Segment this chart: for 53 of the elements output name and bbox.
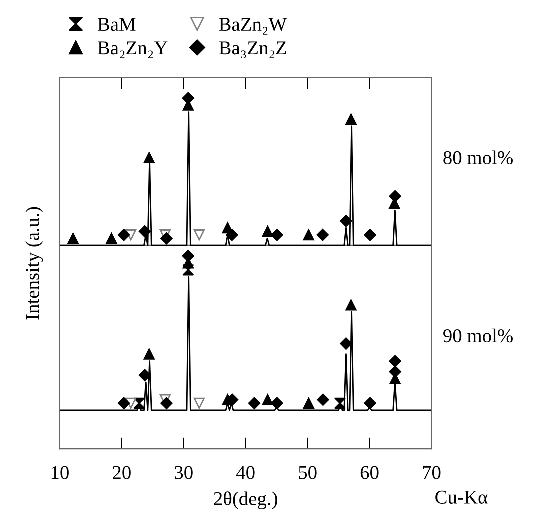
- point: [271, 229, 284, 242]
- point: [364, 229, 376, 242]
- point: [303, 398, 314, 409]
- point: [262, 226, 274, 238]
- point: [182, 250, 195, 262]
- point: [144, 152, 155, 164]
- point: [346, 300, 357, 311]
- legend-label: Ba₃Zn₂Z: [219, 42, 286, 59]
- legend-label: Ba₂Zn₂Y: [98, 42, 168, 58]
- x-tick-label: 40: [236, 466, 255, 480]
- text: 90 mol%: [444, 328, 513, 343]
- point: [248, 397, 261, 410]
- point: [271, 397, 284, 410]
- point: [303, 230, 314, 241]
- x-tick-label: 50: [299, 466, 317, 480]
- point: [340, 338, 352, 350]
- point: [364, 397, 376, 410]
- point: [125, 398, 137, 409]
- y-axis-title: Intensity (a.u.): [26, 207, 44, 320]
- point: [226, 229, 238, 242]
- point: [144, 348, 155, 360]
- point: [138, 226, 152, 238]
- point: [182, 92, 195, 104]
- text: Cu-Kα: [436, 490, 488, 504]
- point: [160, 232, 173, 245]
- point: [389, 190, 402, 203]
- x-axis-title: 2θ(deg.): [214, 492, 278, 510]
- x-tick-label: 60: [360, 466, 379, 480]
- point: [125, 230, 137, 241]
- point: [194, 398, 205, 409]
- legend-label: BaZn₂W: [219, 18, 288, 35]
- point: [134, 398, 145, 409]
- point: [262, 394, 274, 406]
- x-tick-label: 70: [423, 466, 441, 480]
- point: [118, 229, 130, 242]
- point: [68, 233, 79, 244]
- point: [106, 233, 118, 244]
- point: [138, 369, 152, 382]
- point: [346, 114, 357, 125]
- point: [334, 398, 346, 409]
- point: [317, 394, 330, 406]
- point: [194, 230, 205, 241]
- legend-label: BaM: [98, 18, 136, 32]
- x-tick-label: 20: [113, 466, 131, 480]
- point: [118, 397, 130, 410]
- point: [316, 229, 329, 242]
- text: 80 mol%: [444, 150, 513, 165]
- point: [389, 355, 402, 368]
- point: [389, 366, 402, 378]
- x-tick-label: 10: [52, 466, 69, 480]
- x-tick-label: 30: [175, 466, 193, 480]
- point: [160, 397, 173, 410]
- point: [340, 214, 352, 228]
